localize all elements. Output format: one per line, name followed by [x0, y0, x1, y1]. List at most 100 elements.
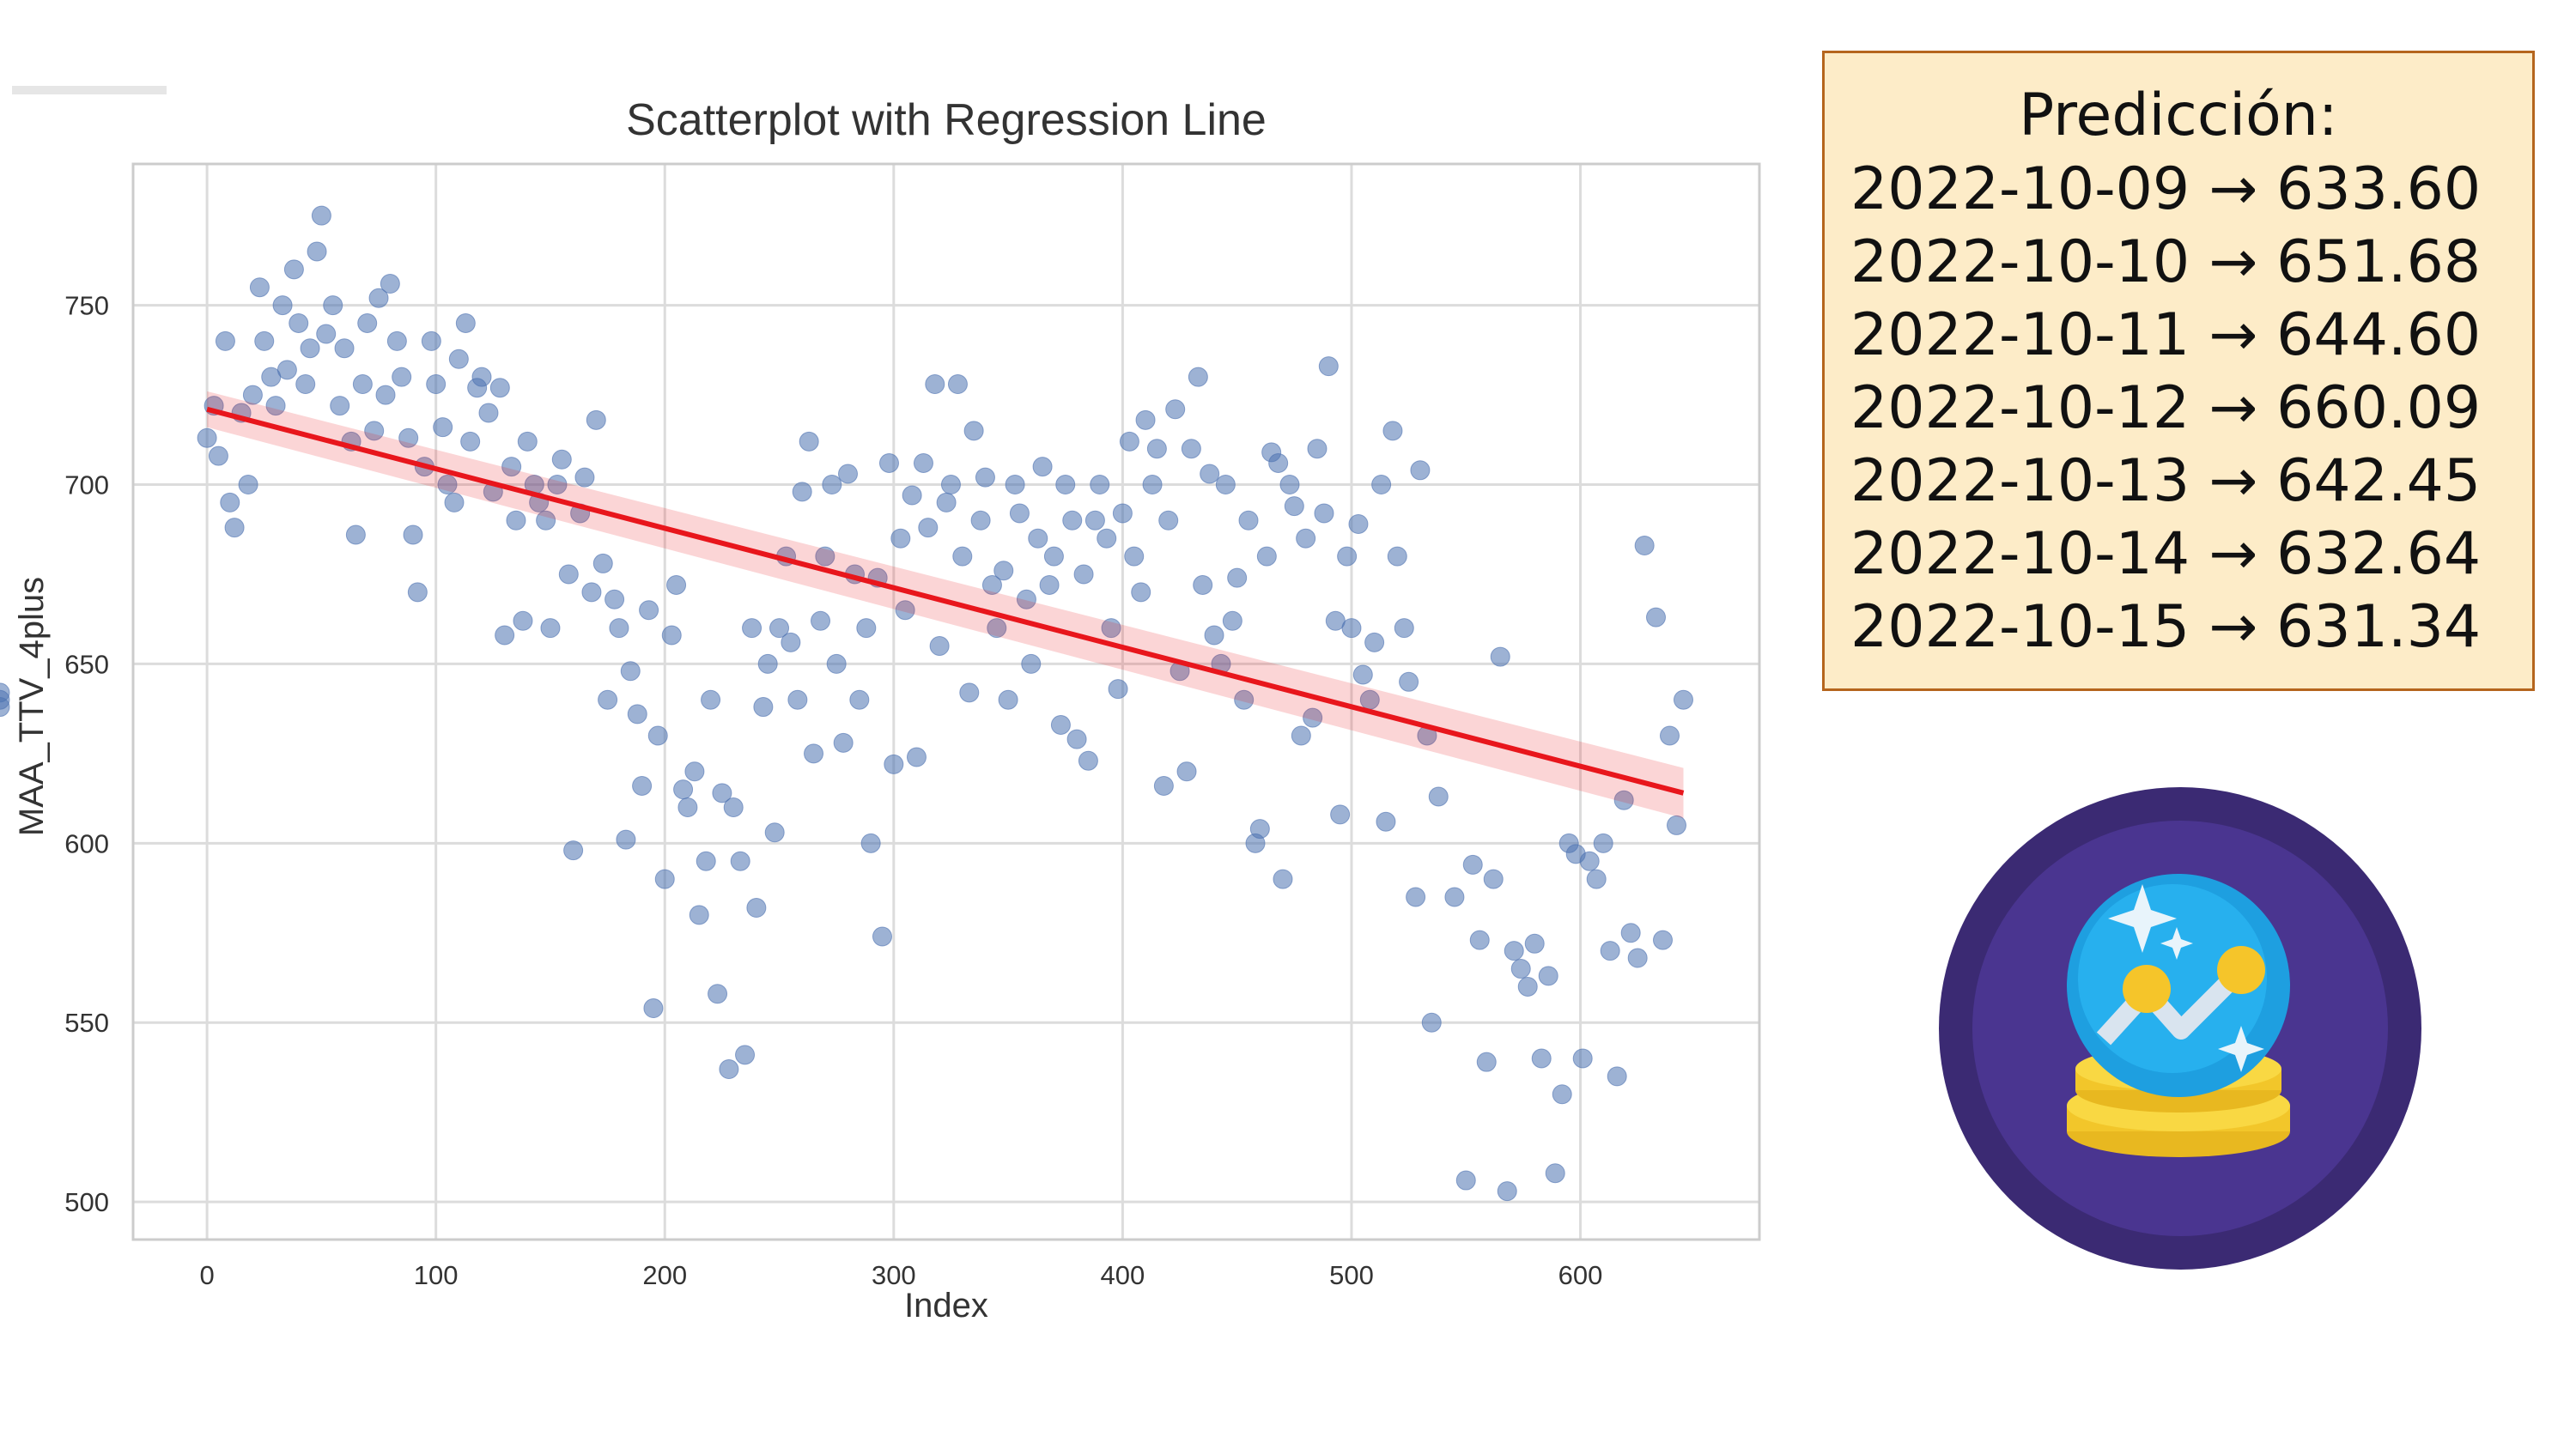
scatter-point — [1142, 475, 1163, 495]
scatter-point — [1108, 679, 1128, 700]
scatter-point — [489, 378, 510, 398]
scatter-point — [254, 330, 275, 351]
prediction-value: 633.60 — [2276, 155, 2482, 223]
scatter-point — [661, 625, 682, 646]
scatter-point — [719, 1059, 739, 1080]
scatter-point — [822, 475, 842, 495]
scatter-point — [884, 754, 904, 774]
scatter-point — [1348, 513, 1369, 534]
scatter-point — [959, 682, 980, 703]
scatter-point — [242, 385, 263, 405]
scatter-point — [295, 374, 316, 395]
scatter-point — [1073, 564, 1094, 585]
scatter-point — [605, 589, 625, 609]
scatter-point — [1371, 475, 1392, 495]
scatter-point — [742, 618, 762, 639]
scatter-point — [1084, 510, 1105, 530]
scatter-point — [1483, 869, 1504, 889]
x-tick-label: 200 — [642, 1260, 687, 1290]
scatter-point — [300, 338, 320, 359]
scatter-point — [1620, 923, 1641, 943]
scatter-point — [1593, 833, 1613, 853]
x-tick-label: 400 — [1101, 1260, 1145, 1290]
scatter-point — [1545, 1163, 1565, 1184]
scatter-point — [592, 553, 613, 573]
scatter-point — [1607, 1066, 1627, 1087]
scatter-point — [1600, 941, 1620, 961]
scatter-point — [1646, 607, 1667, 627]
scatter-point — [1032, 457, 1053, 477]
scatter-point — [1410, 460, 1431, 481]
scatter-point — [811, 610, 831, 631]
scatter-point — [1193, 575, 1213, 596]
scatter-point — [1181, 439, 1201, 459]
scatter-point — [787, 689, 808, 710]
scatter-point — [311, 205, 331, 226]
scatter-point — [723, 797, 744, 818]
prediction-box: Predicción: 2022-10-09 → 633.60 2022-10-10 →… — [1822, 51, 2535, 691]
scatter-point — [730, 851, 750, 871]
scatter-point — [1112, 503, 1133, 524]
scatter-point — [1238, 510, 1259, 530]
scatter-point — [1021, 653, 1042, 674]
scatter-point — [540, 618, 561, 639]
scatter-point — [265, 396, 286, 416]
scatter-point — [1517, 976, 1538, 997]
scatter-point — [838, 464, 859, 484]
prediction-arrow: → — [2208, 301, 2258, 369]
scatter-point — [316, 324, 337, 344]
prediction-arrow: → — [2208, 155, 2258, 223]
scatter-point — [1176, 761, 1197, 782]
scatter-point — [426, 374, 447, 395]
prediction-date: 2022-10-15 — [1850, 593, 2190, 661]
scatter-point — [987, 618, 1007, 639]
y-tick-label: 500 — [64, 1187, 109, 1217]
scatter-point — [1428, 786, 1449, 807]
scatter-point — [375, 385, 396, 405]
scatter-point — [1314, 503, 1334, 524]
scatter-point — [1538, 966, 1558, 986]
scatter-point — [764, 822, 785, 843]
scatter-point — [815, 546, 835, 567]
scatter-point — [627, 704, 647, 724]
scatter-point — [833, 732, 854, 753]
scatter-point — [330, 396, 350, 416]
chart-title: Scatterplot with Regression Line — [626, 95, 1267, 145]
scatter-point — [1330, 804, 1351, 825]
scatter-point — [1268, 452, 1289, 473]
scatter-point — [769, 618, 790, 639]
scatter-point — [0, 689, 10, 710]
scatter-point — [1382, 421, 1403, 441]
scatter-point — [208, 446, 228, 466]
scatter-point — [981, 575, 1002, 596]
prediction-value: 642.45 — [2276, 447, 2482, 515]
scatter-point — [708, 984, 728, 1004]
scatter-point — [1406, 887, 1426, 907]
scatter-point — [735, 1045, 756, 1065]
scatter-point — [1613, 790, 1634, 810]
prediction-title: Predicción: — [2019, 82, 2338, 149]
scatter-point — [598, 689, 618, 710]
scatter-point — [929, 636, 950, 657]
scatter-point — [1352, 664, 1373, 685]
scatter-point — [563, 840, 584, 861]
scatter-point — [334, 338, 355, 359]
scatter-point — [1078, 750, 1098, 771]
scatter-point — [276, 360, 297, 380]
scatter-point — [1284, 496, 1304, 517]
scatter-point — [1227, 567, 1248, 588]
scatter-point — [673, 779, 694, 800]
scatter-point — [952, 546, 973, 567]
prediction-arrow: → — [2208, 228, 2258, 296]
scatter-point — [906, 747, 927, 767]
scatter-point — [1005, 475, 1025, 495]
scatter-point — [1158, 510, 1179, 530]
scatter-point — [1653, 930, 1674, 950]
scatter-point — [1016, 589, 1036, 609]
scatter-point — [918, 518, 939, 538]
scatter-point — [460, 431, 481, 452]
scatter-point — [746, 898, 767, 919]
scatter-point — [1279, 475, 1300, 495]
scatter-point — [433, 417, 453, 438]
scatter-point — [696, 851, 716, 871]
